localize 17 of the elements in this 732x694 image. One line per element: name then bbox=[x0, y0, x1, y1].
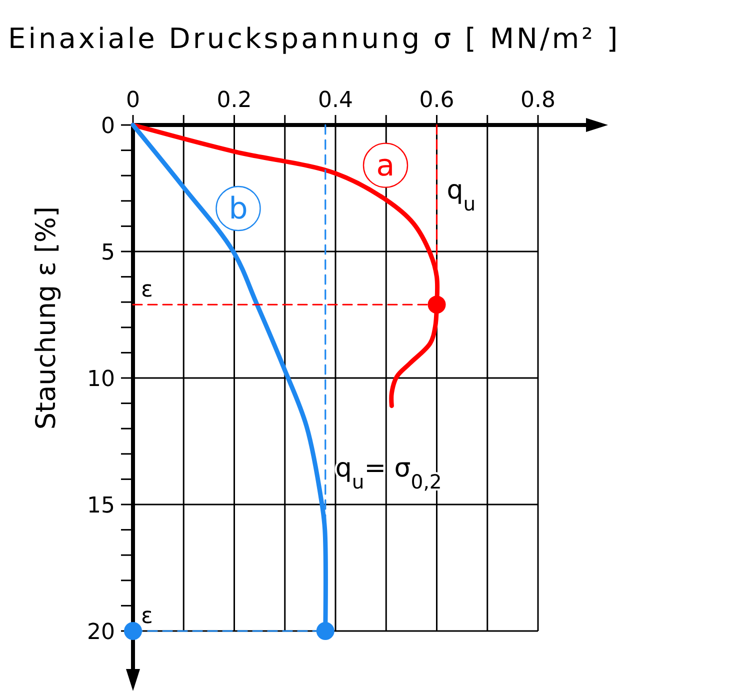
y-tick-label: 15 bbox=[87, 494, 115, 518]
y-tick-label: 10 bbox=[87, 367, 115, 392]
x-tick-label: 0.8 bbox=[520, 88, 556, 113]
annotation: ε bbox=[141, 604, 153, 629]
annotation: ε bbox=[141, 278, 153, 303]
y-axis-title: Stauchung ε [%] bbox=[31, 206, 62, 430]
x-tick-label: 0.6 bbox=[419, 88, 454, 113]
y-tick-label: 20 bbox=[87, 620, 115, 645]
x-tick-label: 0.2 bbox=[216, 88, 252, 113]
annotation: q$_{u}$ bbox=[446, 175, 476, 215]
x-tick-label: 0 bbox=[126, 88, 140, 113]
y-tick-label: 0 bbox=[101, 114, 115, 139]
x-axis-title: Einaxiale Druckspannung σ [ MN/m² ] bbox=[8, 22, 620, 55]
series-label: a bbox=[376, 148, 395, 184]
y-tick-label: 5 bbox=[101, 240, 115, 266]
series-label: b bbox=[228, 192, 248, 226]
x-tick-label: 0.4 bbox=[318, 88, 353, 113]
